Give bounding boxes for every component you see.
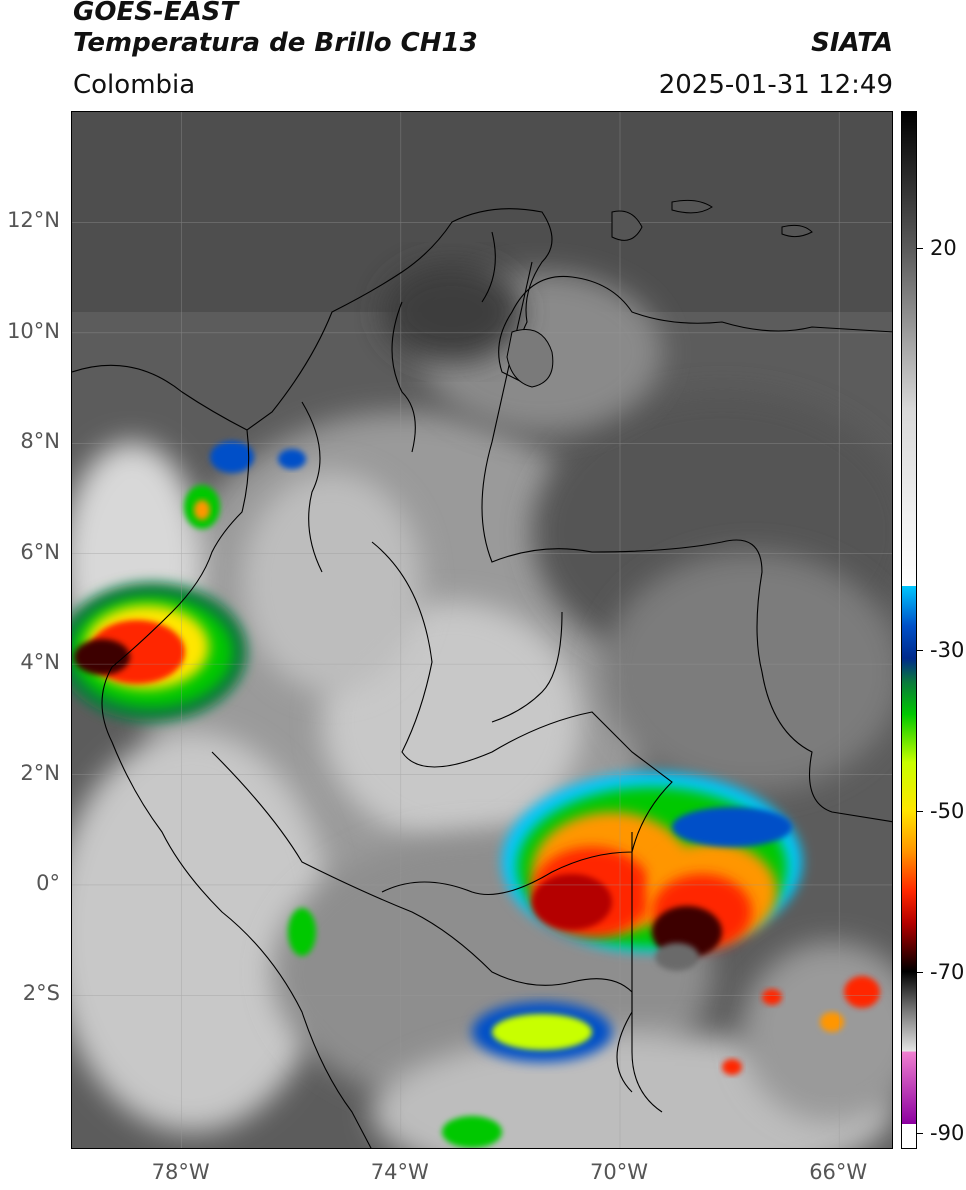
island [671, 199, 713, 214]
colorbar-tick [917, 971, 923, 973]
colorbar-tick-label: -90 [930, 1120, 965, 1145]
satellite-title: GOES-EAST [73, 0, 239, 27]
source-label: SIATA [811, 28, 893, 58]
lake-maracaibo [506, 329, 554, 388]
island [611, 210, 643, 241]
product-title: Temperatura de Brillo CH13 [73, 28, 478, 58]
region-label: Colombia [73, 70, 196, 100]
longitude-label: 70°W [590, 1160, 648, 1184]
latitude-label: 10°N [7, 318, 60, 343]
latitude-label: 2°N [20, 760, 60, 785]
colorbar-tick-label: -50 [930, 799, 965, 824]
longitude-label: 74°W [370, 1160, 429, 1184]
colorbar-tick-label: 20 [930, 235, 957, 260]
colorbar-tick [917, 650, 923, 652]
longitude-label: 78°W [151, 1160, 210, 1184]
datetime-label: 2025-01-31 12:49 [658, 70, 893, 100]
colorbar-tick [917, 811, 923, 813]
colorbar-tick-label: -70 [930, 959, 965, 984]
map-canvas [72, 112, 892, 1148]
island [781, 224, 813, 238]
latitude-label: 2°S [22, 981, 60, 1006]
storm-pacific [72, 441, 306, 722]
colorbar-tick [917, 247, 923, 249]
graticule [72, 112, 892, 1148]
latitude-label: 0° [36, 870, 60, 895]
cloud-field [72, 112, 892, 1148]
latitude-label: 8°N [20, 429, 60, 454]
colorbar [901, 111, 917, 1149]
storm-amazon [288, 772, 880, 1148]
latitude-label: 12°N [7, 208, 60, 233]
country-borders [72, 208, 892, 1148]
longitude-label: 66°W [809, 1160, 868, 1184]
latitude-label: 6°N [20, 539, 60, 564]
colorbar-tick-label: -30 [930, 638, 965, 663]
satellite-map [71, 111, 893, 1149]
colorbar-tick [917, 1132, 923, 1134]
latitude-label: 4°N [20, 650, 60, 675]
